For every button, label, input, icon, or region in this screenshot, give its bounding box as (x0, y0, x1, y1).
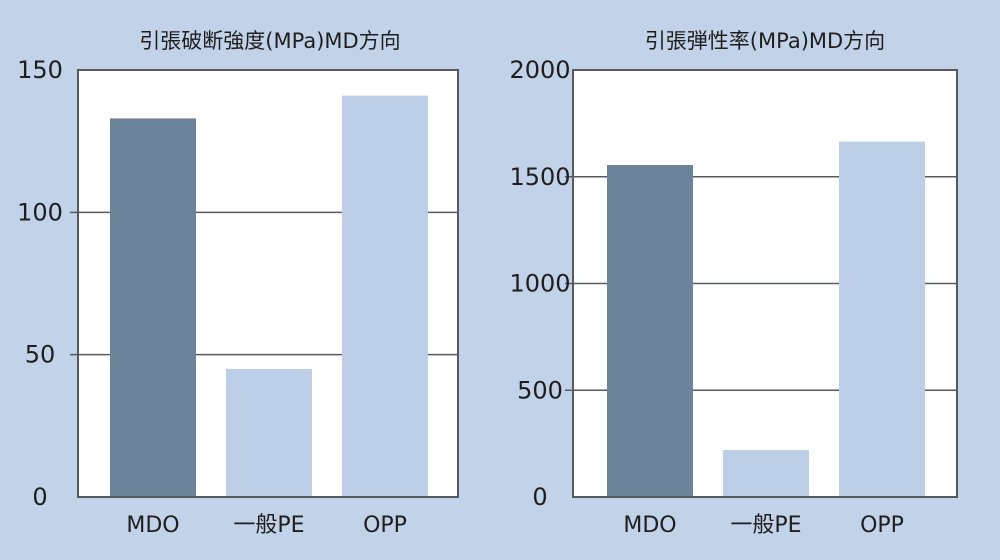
bar-1 (110, 118, 196, 497)
y-tick-label: 0 (32, 483, 47, 511)
chart-title: 引張破断強度(MPa)MD方向 (139, 29, 400, 53)
x-tick-label: MDO (126, 513, 179, 538)
y-tick-label: 1000 (509, 270, 570, 298)
x-tick-label: OPP (860, 513, 904, 538)
bar-2 (723, 450, 809, 497)
y-tick-label: 150 (17, 56, 63, 84)
tensile-strength-chart: 引張破断強度(MPa)MD方向 0 50 100 150 MDO 一般PE OPP (17, 29, 459, 538)
plot-frame (572, 69, 958, 498)
x-tick-label: MDO (623, 513, 676, 538)
plot-frame (77, 69, 459, 498)
y-tick-label: 50 (25, 341, 56, 369)
y-tick-label: 0 (532, 483, 547, 511)
bar-2 (226, 368, 312, 497)
y-tick-label: 100 (17, 198, 63, 226)
y-tick-label: 2000 (509, 56, 570, 84)
x-tick-label: 一般PE (233, 513, 304, 538)
tensile-strength-chart-svg: 引張破断強度(MPa)MD方向 0 50 100 150 MDO 一般PE OPP (17, 29, 459, 538)
chart-title: 引張弾性率(MPa)MD方向 (645, 29, 885, 53)
bar-3 (342, 95, 428, 498)
bar-1 (607, 165, 693, 497)
y-tick-label: 500 (517, 376, 563, 404)
x-tick-label: 一般PE (730, 513, 801, 538)
tensile-modulus-chart: 引張弾性率(MPa)MD方向 0 500 1000 1500 2000 MDO 一般PE OP… (500, 0, 1000, 560)
tensile-modulus-chart-svg: 引張弾性率(MPa)MD方向 0 500 1000 1500 2000 MDO 一般PE OP… (509, 29, 958, 538)
y-tick-label: 1500 (509, 163, 570, 191)
x-tick-label: OPP (363, 513, 407, 538)
bar-3 (839, 141, 925, 497)
